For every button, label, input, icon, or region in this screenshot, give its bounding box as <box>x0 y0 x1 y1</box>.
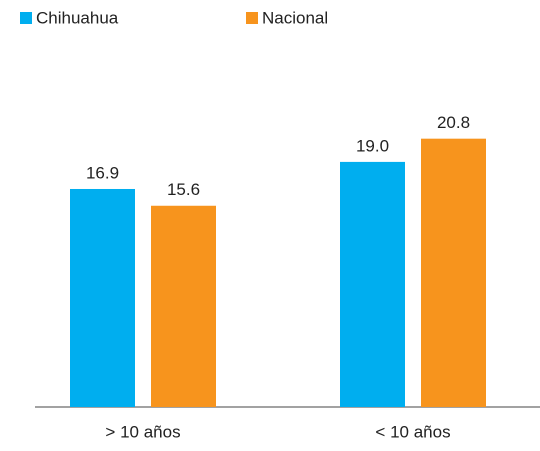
bar <box>70 188 135 407</box>
value-label: 19.0 <box>356 136 389 155</box>
bar <box>421 138 486 407</box>
legend-swatch <box>246 12 258 24</box>
legend-swatch <box>20 12 32 24</box>
legend-label: Nacional <box>262 8 328 27</box>
bar <box>151 205 216 407</box>
value-label: 15.6 <box>167 180 200 199</box>
x-tick-label: < 10 años <box>375 422 450 441</box>
value-label: 16.9 <box>86 163 119 182</box>
bar <box>340 161 405 407</box>
x-tick-label: > 10 años <box>105 422 180 441</box>
value-label: 20.8 <box>437 113 470 132</box>
legend-label: Chihuahua <box>36 8 119 27</box>
